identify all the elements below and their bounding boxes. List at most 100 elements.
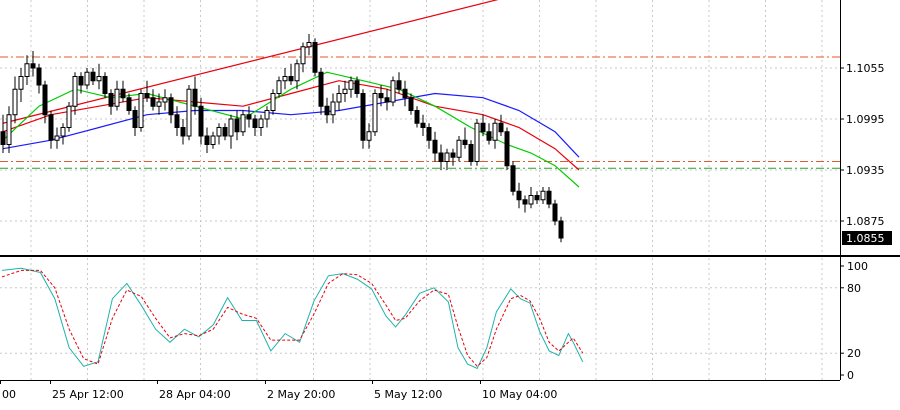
stochastic-layer bbox=[1, 267, 584, 370]
candle-body-bearish bbox=[198, 105, 204, 137]
candle bbox=[438, 144, 444, 170]
candle bbox=[474, 119, 480, 166]
time-tick-label: 00 bbox=[2, 388, 16, 401]
candle bbox=[150, 89, 156, 111]
labels-layer: 1.10551.09951.09351.08751.08551008020000… bbox=[0, 62, 892, 401]
candle-body-bullish bbox=[162, 97, 168, 103]
candle-body-bearish bbox=[420, 122, 426, 128]
candle bbox=[168, 93, 174, 124]
candle bbox=[420, 114, 426, 136]
stochastic-line bbox=[1, 269, 584, 368]
candle-body-bullish bbox=[276, 80, 282, 94]
candle-body-bullish bbox=[282, 76, 288, 82]
candle-body-bullish bbox=[528, 195, 534, 205]
candle-body-bearish bbox=[312, 42, 318, 73]
candle-body-bullish bbox=[492, 122, 498, 141]
time-tick-label: 5 May 12:00 bbox=[374, 388, 442, 401]
candle bbox=[486, 123, 492, 145]
candle bbox=[138, 89, 144, 132]
candle bbox=[6, 106, 12, 153]
candle bbox=[282, 68, 288, 90]
candle bbox=[246, 106, 252, 128]
price-tick-label: 1.0875 bbox=[846, 215, 885, 228]
frame-layer bbox=[0, 0, 900, 381]
candle-body-bullish bbox=[300, 46, 306, 65]
candle bbox=[372, 89, 378, 136]
candle bbox=[192, 76, 198, 115]
candle bbox=[504, 127, 510, 170]
candle bbox=[528, 187, 534, 209]
candle-body-bullish bbox=[216, 127, 222, 137]
candle bbox=[294, 59, 300, 90]
candle-body-bearish bbox=[414, 110, 420, 124]
candle-body-bearish bbox=[558, 220, 564, 239]
candle bbox=[336, 85, 342, 111]
candle-body-bearish bbox=[546, 190, 552, 205]
candle-body-bearish bbox=[144, 93, 150, 99]
candle bbox=[78, 72, 84, 94]
candle bbox=[312, 38, 318, 77]
candle bbox=[114, 80, 120, 111]
candle-body-bearish bbox=[486, 131, 492, 141]
candle-body-bullish bbox=[540, 190, 546, 201]
candle bbox=[210, 131, 216, 149]
candle-body-bullish bbox=[240, 114, 246, 133]
candle-body-bearish bbox=[42, 84, 48, 116]
candle bbox=[534, 191, 540, 204]
candle-body-bullish bbox=[6, 114, 12, 145]
candle-body-bearish bbox=[318, 71, 324, 107]
candle-body-bearish bbox=[120, 88, 126, 99]
stochastic-tick-label: 0 bbox=[847, 369, 854, 382]
candle-body-bullish bbox=[366, 131, 372, 141]
candle-body-bullish bbox=[138, 93, 144, 128]
candle bbox=[276, 76, 282, 98]
candle bbox=[126, 93, 132, 115]
candle bbox=[144, 80, 150, 102]
candle-body-bullish bbox=[24, 63, 30, 77]
candle bbox=[342, 80, 348, 102]
candle bbox=[288, 63, 294, 85]
time-tick-label: 2 May 20:00 bbox=[267, 388, 335, 401]
candle bbox=[174, 106, 180, 136]
candle bbox=[444, 148, 450, 170]
candle bbox=[72, 72, 78, 115]
candle bbox=[60, 123, 66, 145]
candle bbox=[318, 68, 324, 115]
candle-body-bullish bbox=[66, 105, 72, 128]
time-tick-label: 10 May 04:00 bbox=[482, 388, 557, 401]
candle bbox=[222, 123, 228, 141]
candle-body-bearish bbox=[0, 131, 6, 145]
candle-body-bearish bbox=[354, 80, 360, 94]
candle bbox=[450, 148, 456, 166]
candle-body-bearish bbox=[102, 76, 108, 94]
candle-body-bearish bbox=[150, 97, 156, 107]
candle-body-bullish bbox=[348, 80, 354, 90]
candle-body-bullish bbox=[456, 139, 462, 158]
candle-body-bearish bbox=[78, 76, 84, 86]
candle-body-bearish bbox=[384, 97, 390, 103]
candle-body-bullish bbox=[60, 127, 66, 137]
candle-body-bullish bbox=[294, 63, 300, 82]
candle bbox=[66, 102, 72, 132]
candle bbox=[36, 63, 42, 94]
candle-body-bearish bbox=[462, 139, 468, 145]
candle bbox=[258, 114, 264, 136]
candle-body-bullish bbox=[444, 152, 450, 162]
candle-body-bearish bbox=[402, 88, 408, 99]
candle-body-bullish bbox=[186, 88, 192, 137]
candle bbox=[54, 127, 60, 149]
current-price-box bbox=[842, 231, 892, 245]
candle-body-bullish bbox=[228, 118, 234, 137]
candle-body-bearish bbox=[204, 135, 210, 145]
candle-body-bearish bbox=[552, 203, 558, 222]
candle-body-bearish bbox=[90, 71, 96, 82]
candle-body-bearish bbox=[288, 76, 294, 82]
candle bbox=[48, 110, 54, 149]
candle bbox=[96, 63, 102, 90]
candle-body-bearish bbox=[324, 105, 330, 116]
candle bbox=[456, 136, 462, 162]
candle bbox=[546, 187, 552, 209]
candle-body-bearish bbox=[378, 93, 384, 99]
